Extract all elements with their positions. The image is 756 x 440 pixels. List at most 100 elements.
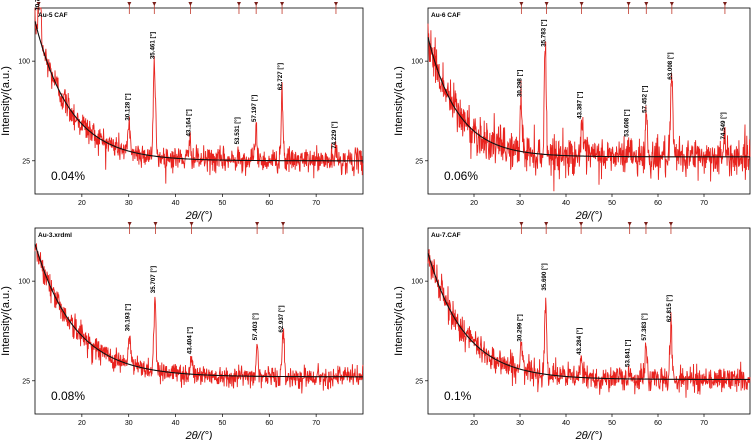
x-tick-label: 30 [516,420,524,427]
peak-marker-head [36,2,41,6]
x-tick-label: 60 [265,200,273,207]
peak-label: 62.727 [°] [277,63,284,90]
chart-panel-3: 30.193 [°] 35.707 [°] 43.404 [°] 57.403 [°]… [0,222,364,440]
y-tick-label: 25 [415,158,423,165]
peak-label: 57.383 [°] [641,313,648,340]
peak-label: 35.707 [°] [150,266,157,293]
peak-marker-head [254,2,259,6]
sample-label: Au-3.xrdml [38,232,72,239]
y-tick-label: 100 [411,59,423,66]
y-axis-title: Intensity/(a.u.) [393,66,405,136]
peak-label: 30.299 [°] [516,314,523,341]
x-tick-label: 30 [516,200,524,207]
x-tick-label: 60 [654,420,662,427]
sample-label: Au-6 CAF [431,12,461,19]
x-tick-label: 20 [78,200,86,207]
chart-panel-1: 10.771 [°] 30.128 [°] 35.461 [°] 43.164 [°]… [0,0,364,222]
peak-marker-head [281,222,286,226]
peak-marker-head [280,2,285,6]
x-tick-label: 70 [700,200,708,207]
peak-marker-head [236,2,241,6]
peak-marker-head [669,2,674,6]
y-axis-title: Intensity/(a.u.) [0,66,12,136]
peak-label: 57.197 [°] [251,95,258,122]
x-tick-label: 20 [470,420,478,427]
peak-marker-head [626,2,631,6]
peak-label: 35.783 [°] [540,20,547,47]
peak-label: 43.284 [°] [576,328,583,355]
background-fit-line [34,21,363,162]
x-tick-label: 50 [219,420,227,427]
peak-marker-head [643,222,648,226]
peak-label: 74.549 [°] [720,112,727,139]
peak-marker-head [519,222,524,226]
x-tick-label: 40 [562,200,570,207]
y-tick-label: 25 [22,158,30,165]
concentration-label: 0.1% [444,389,472,403]
peak-marker-head [152,2,157,6]
peak-marker-head [519,2,524,6]
peak-marker-head [668,222,673,226]
x-tick-label: 20 [470,200,478,207]
peak-marker-head [189,222,194,226]
peak-marker-head [127,222,132,226]
peak-marker-head [153,222,158,226]
peak-label: 53.841 [°] [625,340,632,367]
y-axis-title: Intensity/(a.u.) [393,286,405,356]
measured-pattern-line [427,249,751,398]
peak-label: 43.387 [°] [577,92,584,119]
concentration-label: 0.08% [51,389,85,403]
peak-marker-head [188,2,193,6]
peak-marker-head [333,2,338,6]
measured-pattern-line [34,243,364,394]
sample-label: Au-7.CAF [431,232,461,239]
y-tick-label: 100 [18,59,30,66]
peak-marker-head [544,2,549,6]
plot-frame [34,227,364,415]
y-tick-label: 25 [415,378,423,385]
peak-label: 63.008 [°] [667,52,674,79]
x-tick-label: 70 [312,420,320,427]
peak-label: 53.608 [°] [624,109,631,136]
x-tick-label: 30 [125,200,133,207]
peak-marker-head [722,2,727,6]
x-tick-label: 60 [654,200,662,207]
sample-label: Au-5 CAF [38,12,68,19]
peak-label: 57.452 [°] [641,86,648,113]
x-tick-label: 50 [608,420,616,427]
concentration-label: 0.06% [444,169,478,183]
peak-label: 30.298 [°] [516,70,523,97]
background-fit-line [34,243,363,378]
peak-label: 35.690 [°] [541,263,548,290]
peak-label: 10.771 [°] [35,0,42,11]
x-tick-label: 50 [219,200,227,207]
plot-frame [427,7,751,195]
concentration-label: 0.04% [51,169,85,183]
peak-label: 30.193 [°] [125,304,132,331]
peak-label: 62.937 [°] [278,305,285,332]
peak-label: 43.404 [°] [187,327,194,354]
x-tick-label: 40 [172,200,180,207]
x-tick-label: 40 [562,420,570,427]
y-tick-label: 25 [22,378,30,385]
peak-marker-head [644,2,649,6]
y-axis-title: Intensity/(a.u.) [0,286,12,356]
peak-marker-head [579,2,584,6]
peak-marker-head [255,222,260,226]
x-tick-label: 50 [608,200,616,207]
peak-label: 57.403 [°] [252,313,259,340]
measured-pattern-line [34,7,364,184]
x-axis-title: 2θ/(°) [185,210,213,222]
peak-label: 43.164 [°] [185,109,192,136]
measured-pattern-line [427,23,751,192]
x-axis-title: 2θ/(°) [575,430,603,440]
peak-label: 62.815 [°] [666,295,673,322]
x-axis-title: 2θ/(°) [575,210,603,222]
peak-label: 53.531 [°] [234,117,241,144]
background-fit-line [427,37,750,158]
x-tick-label: 70 [700,420,708,427]
x-tick-label: 60 [265,420,273,427]
plot-frame [427,227,751,415]
x-tick-label: 30 [125,420,133,427]
